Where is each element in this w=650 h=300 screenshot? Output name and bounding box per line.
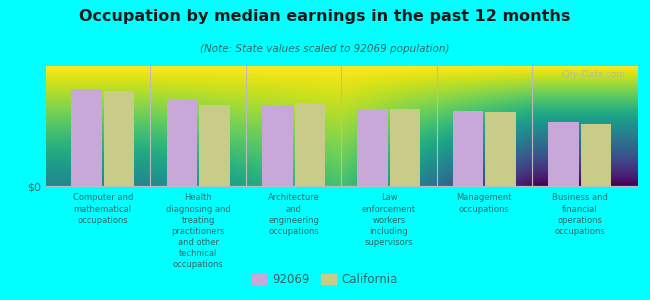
Bar [453, 110, 484, 186]
Bar [390, 109, 421, 186]
Bar [199, 105, 229, 186]
Text: Law
enforcement
workers
including
supervisors: Law enforcement workers including superv… [362, 194, 416, 247]
Bar [166, 99, 197, 186]
Bar [358, 109, 388, 186]
Text: Management
occupations: Management occupations [456, 194, 512, 214]
Text: City-Data.com: City-Data.com [561, 70, 625, 79]
Bar [294, 103, 325, 186]
Text: Computer and
mathematical
occupations: Computer and mathematical occupations [73, 194, 133, 225]
Bar [72, 89, 102, 186]
Legend: 92069, California: 92069, California [248, 269, 402, 291]
Text: Health
diagnosing and
treating
practitioners
and other
technical
occupations: Health diagnosing and treating practitio… [166, 194, 231, 269]
Text: Occupation by median earnings in the past 12 months: Occupation by median earnings in the pas… [79, 9, 571, 24]
Bar [486, 112, 516, 186]
Text: Business and
financial
operations
occupations: Business and financial operations occupa… [552, 194, 608, 236]
Bar [104, 91, 135, 186]
Bar [580, 124, 611, 186]
Text: Architecture
and
engineering
occupations: Architecture and engineering occupations [268, 194, 320, 236]
Bar [549, 122, 578, 186]
Text: (Note: State values scaled to 92069 population): (Note: State values scaled to 92069 popu… [200, 44, 450, 53]
Bar [262, 105, 292, 186]
